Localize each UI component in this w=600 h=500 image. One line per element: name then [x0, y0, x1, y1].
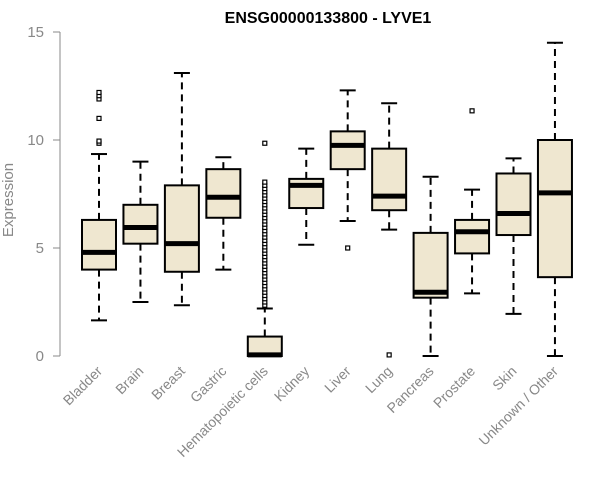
x-tick-label: Bladder — [60, 363, 106, 409]
box-group — [495, 157, 532, 315]
box-iqr — [81, 218, 117, 271]
x-tick-label: Prostate — [430, 363, 478, 411]
plot-area — [81, 41, 573, 358]
outlier-point — [345, 245, 351, 251]
box-iqr — [371, 147, 408, 212]
x-tick-label: Unknown / Other — [475, 363, 561, 449]
box-iqr — [454, 218, 491, 255]
box-iqr — [495, 172, 532, 237]
box-group — [412, 175, 449, 357]
box-group — [205, 156, 242, 271]
y-axis: 0 5 10 15 — [27, 24, 61, 365]
outlier-point — [262, 140, 268, 146]
box-group — [122, 160, 159, 303]
x-tick-label: Skin — [489, 363, 520, 394]
x-tick-label: Brain — [112, 363, 146, 397]
y-tick-label: 0 — [36, 348, 44, 365]
outlier-point — [96, 138, 102, 144]
y-axis-label: Expression — [0, 163, 17, 237]
box-iqr — [122, 203, 159, 245]
outlier-point — [386, 352, 392, 358]
x-tick-label: Liver — [321, 363, 354, 396]
box-iqr — [329, 130, 366, 171]
box-group — [288, 147, 325, 246]
box-iqr — [205, 168, 242, 219]
y-tick-label: 5 — [36, 240, 44, 257]
box-group — [81, 89, 117, 322]
outlier-point — [96, 89, 102, 96]
outlier-point — [262, 179, 268, 185]
box-iqr — [163, 184, 200, 273]
box-iqr — [412, 231, 449, 299]
box-group — [246, 140, 283, 358]
y-tick-label: 15 — [27, 24, 44, 41]
box-group — [536, 41, 573, 357]
box-group — [454, 108, 491, 295]
outlier-point — [96, 115, 102, 122]
box-group — [371, 102, 408, 358]
box-iqr — [536, 139, 573, 279]
box-group — [163, 72, 200, 307]
x-tick-label: Lung — [362, 363, 395, 396]
y-tick-label: 10 — [27, 132, 44, 149]
x-tick-label: Kidney — [271, 363, 313, 405]
chart-title: ENSG00000133800 - LYVE1 — [225, 10, 432, 27]
outlier-point — [469, 108, 475, 114]
box-group — [329, 89, 366, 251]
x-tick-label: Breast — [148, 363, 188, 403]
